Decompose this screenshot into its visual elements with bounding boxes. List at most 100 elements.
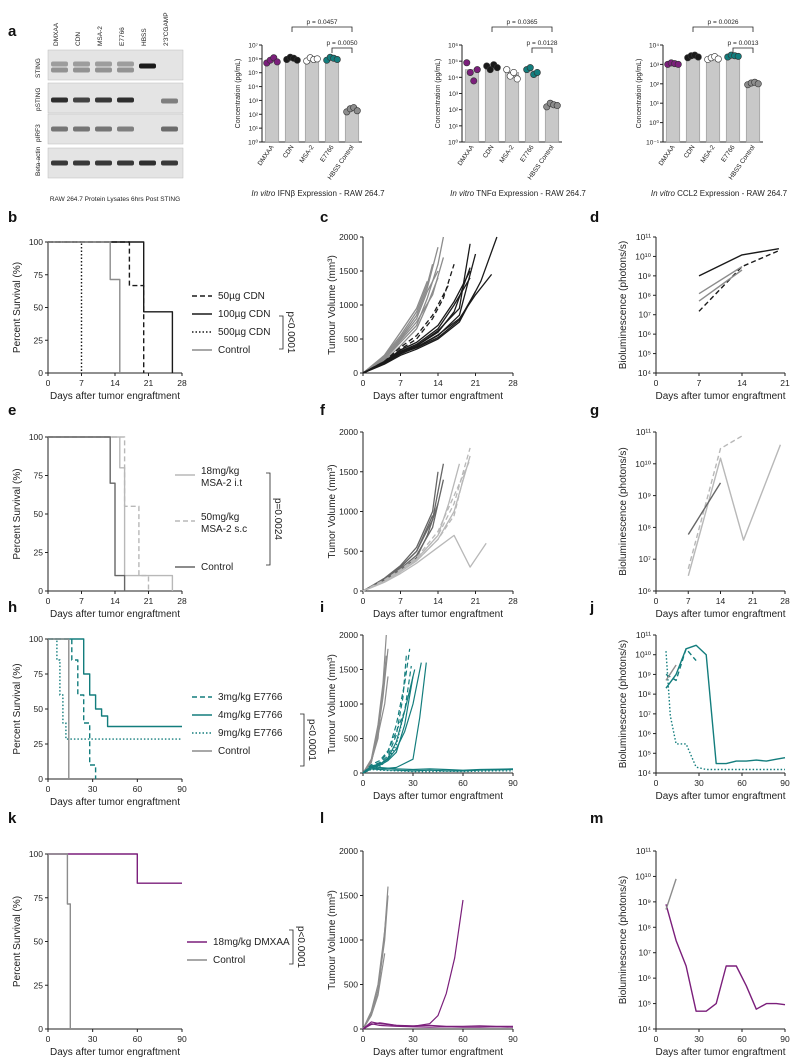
y-tick-label: 1000 xyxy=(339,300,358,310)
x-tick-label: 28 xyxy=(177,378,187,388)
y-tick-label: 10⁵ xyxy=(448,59,458,66)
data-point xyxy=(353,107,361,115)
y-tick-label: 50 xyxy=(34,509,44,519)
blot-band xyxy=(161,160,178,166)
legend-label: MSA-2 s.c xyxy=(201,524,247,535)
legend: 3mg/kg E7766 4mg/kg E7766 9mg/kg E7766 Cont… xyxy=(192,692,317,767)
y-tick-label: 1000 xyxy=(339,507,358,517)
blot-band xyxy=(51,126,68,132)
y-axis-label: Tumour Volume (mm³) xyxy=(327,255,338,355)
series-line xyxy=(362,634,387,774)
series-line xyxy=(362,1023,514,1030)
line-chart-h: 0 25 50 75 100 0 30 60 90 Days after tumor engraf… xyxy=(12,634,317,808)
y-axis-label: Tumor Volume (mm³) xyxy=(327,464,338,558)
data-point xyxy=(333,55,341,63)
y-axis-label: Bioluminescence (photons/s) xyxy=(618,447,629,575)
x-tick-label: 0 xyxy=(46,596,51,606)
data-point xyxy=(526,64,534,72)
series-line xyxy=(665,648,697,682)
x-tick-label: 0 xyxy=(361,378,366,388)
y-tick-label: 10⁶ xyxy=(638,729,651,739)
data-point xyxy=(714,55,722,63)
series-line xyxy=(362,676,389,774)
p-value-label: p<0.0001 xyxy=(295,926,306,968)
y-tick-label: 1500 xyxy=(339,266,358,276)
x-tick-label: 14 xyxy=(433,378,443,388)
line-chart-j: 10⁴ 10⁵ 10⁶ 10⁷ 10⁸ 10⁹ 10¹⁰ 10¹¹ 0 30 60 90 Days af… xyxy=(618,630,790,802)
x-tick-label: 30 xyxy=(694,1034,704,1044)
series-line xyxy=(362,953,386,1030)
legend-label: 4mg/kg E7766 xyxy=(218,710,283,721)
series-line xyxy=(362,447,471,592)
blot-band xyxy=(117,126,134,132)
series-line xyxy=(362,270,471,374)
series-line xyxy=(48,853,182,884)
x-tick-label: 21 xyxy=(780,378,790,388)
significance-bracket xyxy=(279,315,284,350)
bar xyxy=(304,59,320,143)
series-line xyxy=(48,436,126,591)
bar xyxy=(685,56,701,143)
y-tick-label: 10³ xyxy=(449,91,459,98)
blot-membrane xyxy=(47,147,184,179)
x-axis-label: Days after tumor engraftment xyxy=(655,1047,785,1058)
blot-band xyxy=(73,126,90,132)
blot-membrane xyxy=(47,82,184,114)
panel-label-c: c xyxy=(320,209,328,226)
series-line xyxy=(48,638,182,740)
blot-band xyxy=(139,63,156,69)
x-tick-label: 28 xyxy=(780,596,790,606)
data-point xyxy=(694,53,702,61)
x-axis-label: Days after tumor engraftment xyxy=(655,609,785,620)
significance-bracket xyxy=(331,47,353,53)
y-tick-label: 1000 xyxy=(339,935,358,945)
chart-title-rest: IFNβ Expression - RAW 264.7 xyxy=(275,189,385,198)
y-tick-label: 100 xyxy=(29,849,43,859)
legend-label: Control xyxy=(218,746,250,757)
data-point xyxy=(273,58,281,66)
x-tick-label: CDN xyxy=(282,144,296,160)
blot-row-label: Beta-actin xyxy=(35,146,42,176)
x-tick-label: 21 xyxy=(144,596,154,606)
y-tick-label: 10¹⁰ xyxy=(635,251,651,261)
y-tick-label: 75 xyxy=(34,893,44,903)
y-tick-label: 0 xyxy=(353,586,358,596)
chart-title-rest: CCL2 Expression - RAW 264.7 xyxy=(675,189,788,198)
y-tick-label: 50 xyxy=(34,704,44,714)
p-value-label: p = 0.0026 xyxy=(708,19,739,26)
y-tick-label: 10⁸ xyxy=(638,290,651,300)
blot-band xyxy=(51,61,68,67)
x-tick-label: 90 xyxy=(508,1034,518,1044)
y-axis-label: Percent Survival (%) xyxy=(12,262,23,353)
series-line xyxy=(665,904,786,1012)
x-tick-label: 14 xyxy=(737,378,747,388)
y-tick-label: 10⁵ xyxy=(248,70,258,77)
y-tick-label: 10⁷ xyxy=(638,709,651,719)
legend: 50µg CDN 100µg CDN 500µg CDN Control p<0.000… xyxy=(192,291,296,356)
data-point xyxy=(553,102,561,110)
x-tick-label: DMXAA xyxy=(257,144,276,167)
y-tick-label: 10⁵ xyxy=(638,349,651,359)
x-axis-label: Days after tumor engraftment xyxy=(373,391,503,402)
series-line xyxy=(665,664,677,681)
blot-band xyxy=(139,160,156,166)
y-tick-label: 0 xyxy=(353,1024,358,1034)
x-tick-label: MSA-2 xyxy=(299,144,316,165)
legend-label: Control xyxy=(218,345,250,356)
y-axis-label: Tumour Volume (mm³) xyxy=(327,654,338,754)
panel-label-m: m xyxy=(590,810,603,827)
blot-row-label: pIRF3 xyxy=(35,124,42,142)
line-chart-g: 10⁶ 10⁷ 10⁸ 10⁹ 10¹⁰ 10¹¹ 0 7 14 21 28 Days after t… xyxy=(618,427,790,620)
x-tick-label: 7 xyxy=(686,596,691,606)
y-tick-label: 500 xyxy=(344,734,358,744)
y-tick-label: 1500 xyxy=(339,665,358,675)
p-value-label: p = 0.0050 xyxy=(327,40,358,47)
x-tick-label: 0 xyxy=(654,596,659,606)
data-point xyxy=(470,77,478,85)
x-tick-label: 21 xyxy=(144,378,154,388)
y-tick-label: 1000 xyxy=(339,699,358,709)
y-tick-label: 10³ xyxy=(249,98,259,105)
y-tick-label: 10⁴ xyxy=(638,1024,651,1034)
line-chart-m: 10⁴ 10⁵ 10⁶ 10⁷ 10⁸ 10⁹ 10¹⁰ 10¹¹ 0 30 60 90 Days af… xyxy=(618,846,790,1058)
series-line xyxy=(362,913,387,1030)
